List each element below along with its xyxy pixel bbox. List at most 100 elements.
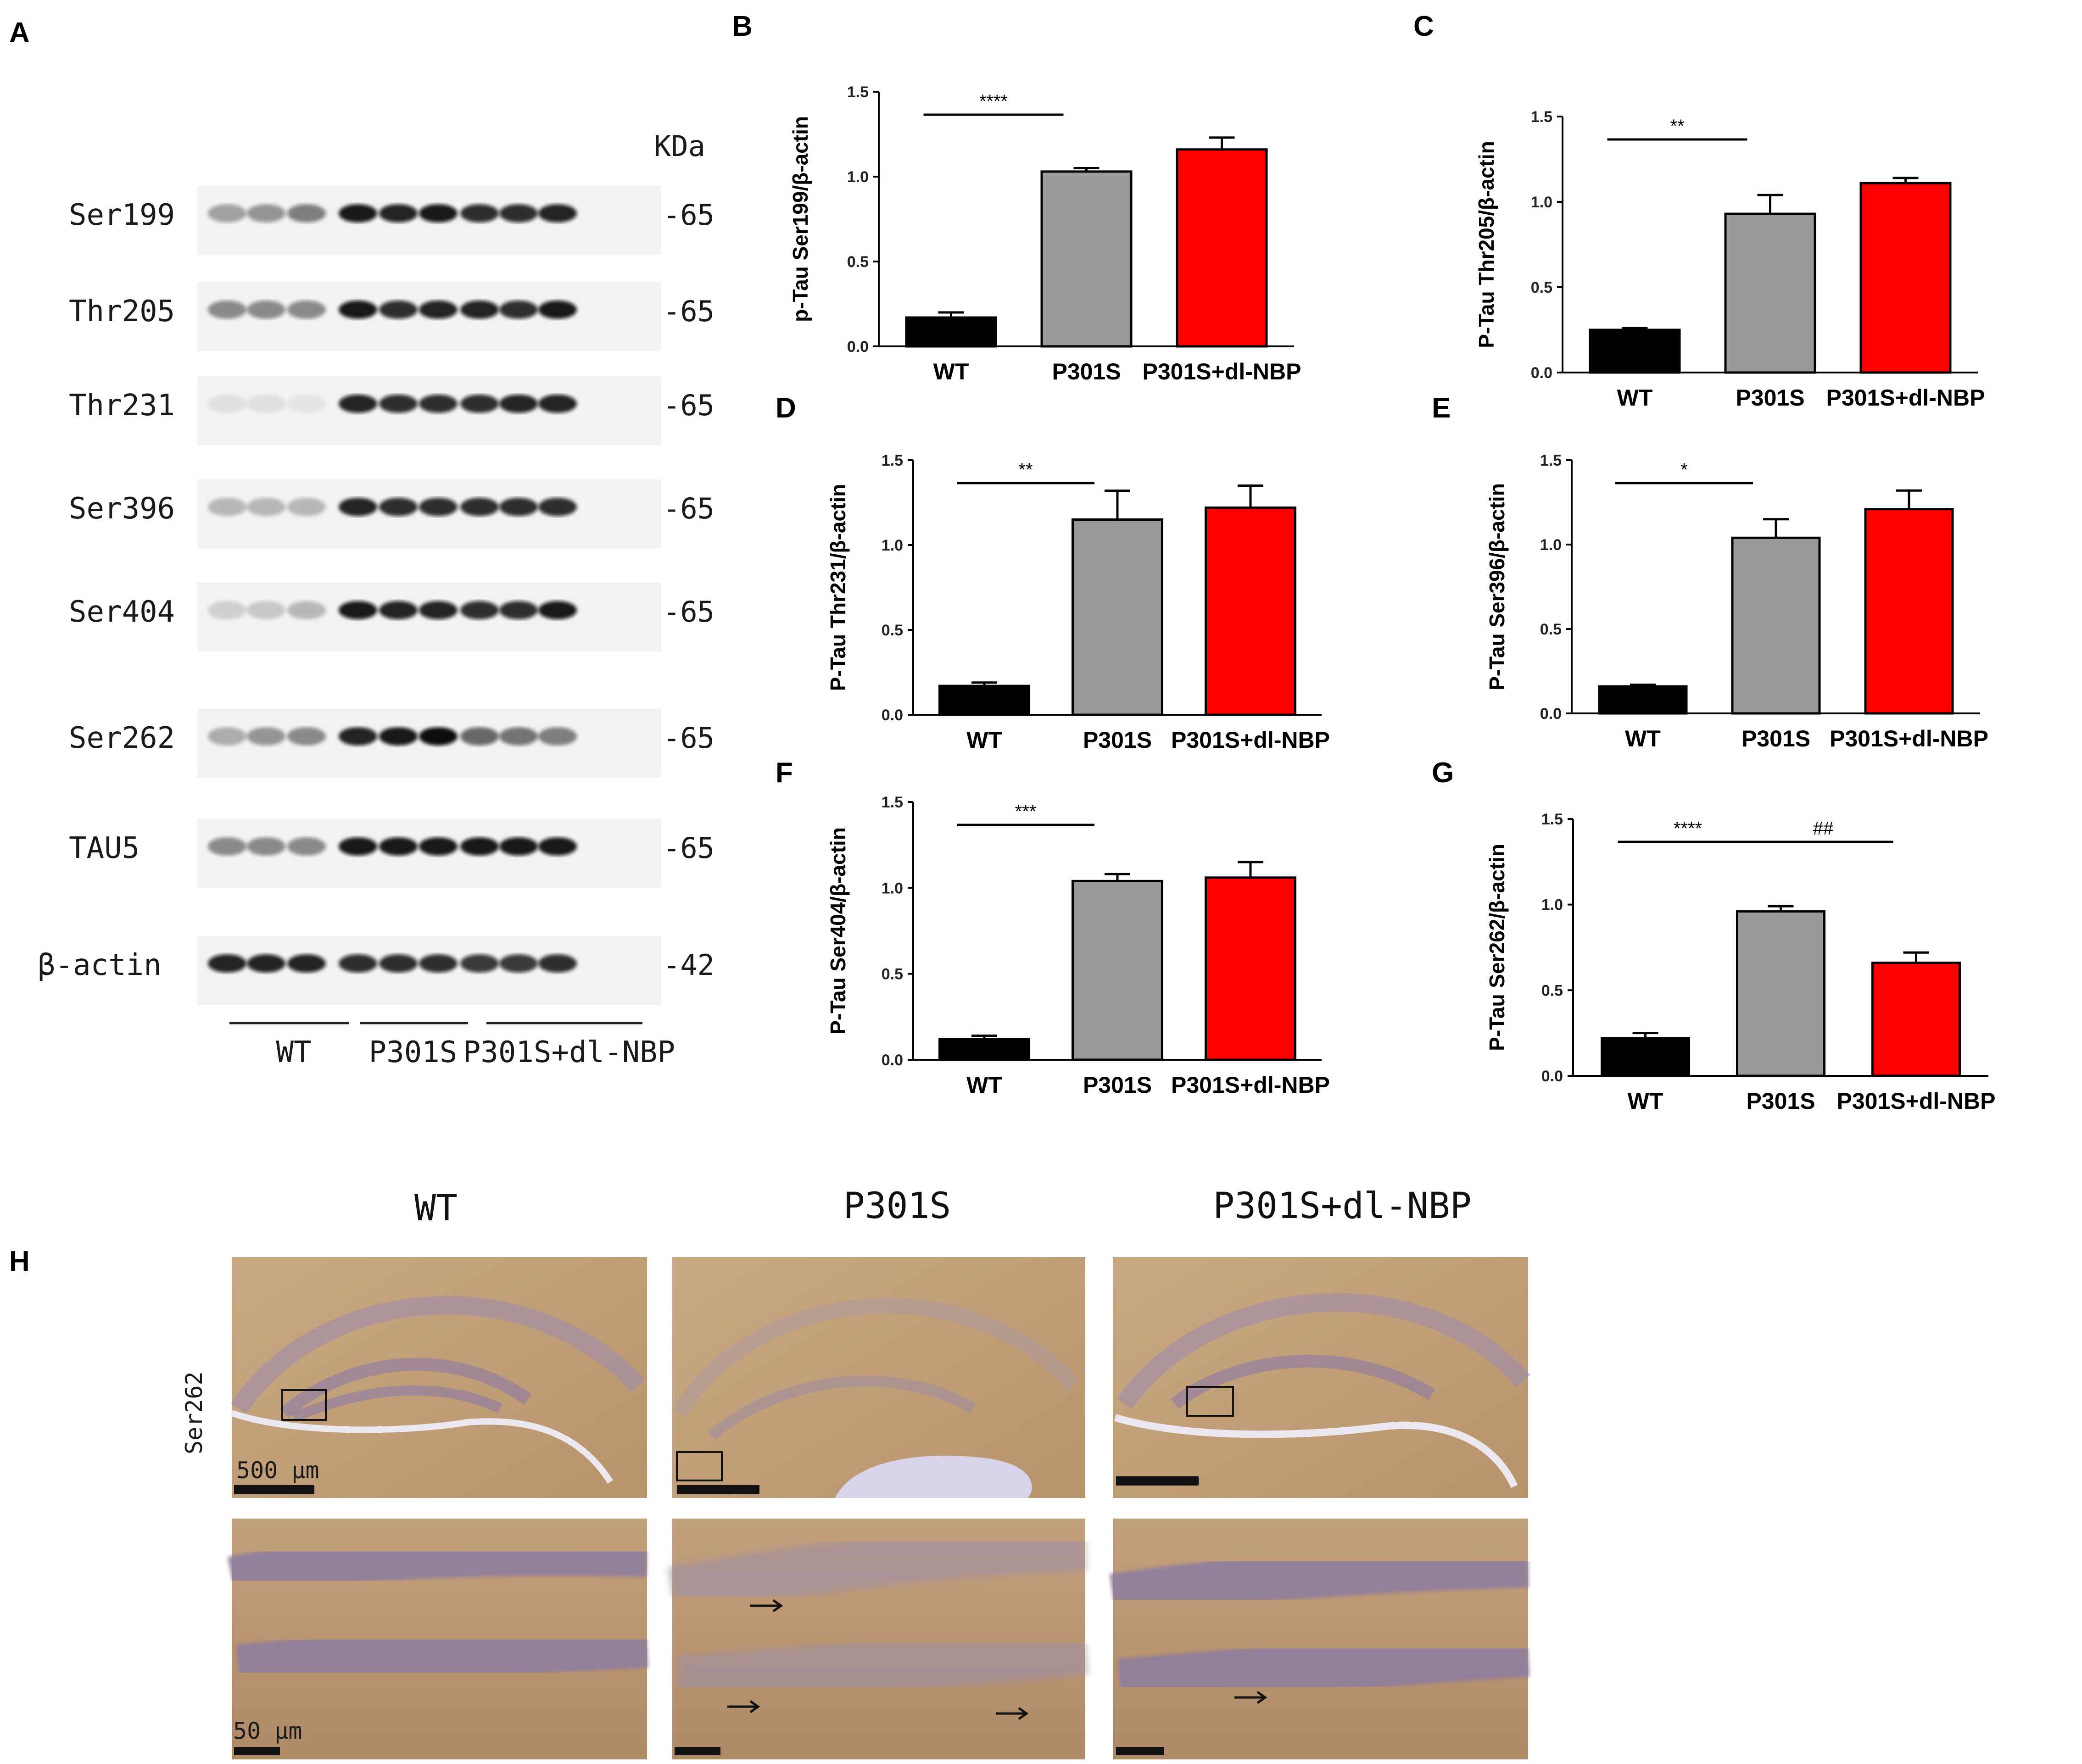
bar <box>1040 170 1133 348</box>
blot-band <box>208 601 246 619</box>
blot-band <box>499 498 538 516</box>
panel-letter-g: G <box>1432 757 1454 789</box>
blot-mw-label: -65 <box>663 198 714 232</box>
y-tick-label: 1.0 <box>1531 194 1552 211</box>
blot-row-label: TAU5 <box>69 831 140 865</box>
blot-band <box>287 601 326 619</box>
blot-row-tau5: TAU5 -65 <box>69 819 714 888</box>
category-label: WT <box>966 1072 1002 1098</box>
arrow-icon <box>727 1599 1029 1720</box>
blot-row-label: Ser199 <box>69 198 175 232</box>
scale-bar-low-wt <box>234 1485 314 1494</box>
bar <box>1864 508 1954 715</box>
blot-band <box>287 395 326 413</box>
blot-band <box>419 395 458 413</box>
panel-letter-d: D <box>776 392 796 424</box>
blot-band <box>499 300 538 319</box>
blot-row-label: Thr231 <box>69 389 175 423</box>
blot-band <box>419 498 458 516</box>
significance-label: **** <box>979 91 1008 111</box>
blot-band <box>419 837 458 856</box>
bar <box>1859 182 1952 374</box>
blot-band <box>460 395 499 413</box>
y-tick-label: 0.5 <box>882 622 903 639</box>
histology-row-label: Ser262 <box>181 1371 207 1454</box>
blot-group-label: WT <box>276 1035 311 1069</box>
blot-band <box>287 204 326 223</box>
blot-band <box>499 395 538 413</box>
y-tick-label: 0.5 <box>1531 279 1552 296</box>
blot-band <box>538 498 577 516</box>
blot-band <box>379 601 418 619</box>
blot-row-label: Ser396 <box>69 492 175 526</box>
blot-band <box>419 727 458 746</box>
category-label: P301S+dl-NBP <box>1171 727 1330 753</box>
y-tick-label: 0.0 <box>1531 364 1552 382</box>
bar <box>938 1038 1030 1061</box>
panel-letter-f: F <box>776 757 793 789</box>
histology-title-p301s: P301S <box>843 1185 951 1227</box>
significance-label: ** <box>1670 116 1684 136</box>
blot-band <box>208 954 246 973</box>
chart-f: 0.0 0.5 1.0 1.5 P-Tau Ser404/β-actin WT P301S P… <box>826 794 1330 1098</box>
panel-letter-e: E <box>1432 392 1451 424</box>
chart-d: 0.0 0.5 1.0 1.5 P-Tau Thr231/β-actin WT P301S P… <box>826 452 1330 753</box>
blot-band <box>419 954 458 973</box>
blot-row-label: Ser262 <box>69 721 175 755</box>
blot-band <box>339 954 377 973</box>
histology-title-wt: WT <box>414 1188 458 1229</box>
panel-letter-h: H <box>9 1246 30 1277</box>
y-axis-label: p-Tau Ser199/β-actin <box>788 116 812 322</box>
category-label: P301S+dl-NBP <box>1826 385 1985 411</box>
blot-mw-label: -65 <box>663 389 714 422</box>
bar <box>1205 876 1296 1061</box>
chart-e: 0.0 0.5 1.0 1.5 P-Tau Ser396/β-actin WT P301S P… <box>1485 452 1988 751</box>
blot-band <box>460 300 499 319</box>
category-label: WT <box>1617 385 1653 411</box>
blot-band <box>247 204 285 223</box>
blot-band <box>379 837 418 856</box>
scale-bar-label-high: 50 μm <box>233 1718 302 1744</box>
blot-band <box>287 954 326 973</box>
significance-label: *** <box>1015 801 1037 822</box>
category-label: P301S <box>1052 359 1121 384</box>
category-label: P301S+dl-NBP <box>1837 1088 1996 1114</box>
blot-band <box>499 837 538 856</box>
blot-band <box>339 300 377 319</box>
blot-mw-label: -65 <box>663 492 714 525</box>
blot-band <box>208 300 246 319</box>
bar <box>1598 685 1688 715</box>
blot-band <box>538 601 577 619</box>
category-label: WT <box>966 727 1002 753</box>
bar <box>1589 328 1681 374</box>
blot-band <box>339 601 377 619</box>
blot-mw-label: -65 <box>663 295 714 328</box>
scale-bar-low-nbp <box>1116 1476 1199 1486</box>
histology-title-p301s-nbp: P301S+dl-NBP <box>1213 1185 1472 1227</box>
category-label: P301S+dl-NBP <box>1171 1072 1330 1098</box>
blot-band <box>538 204 577 223</box>
y-tick-label: 1.0 <box>1540 536 1562 554</box>
blot-band <box>339 204 377 223</box>
scale-bar-label-low: 500 μm <box>236 1457 319 1484</box>
blot-band <box>499 727 538 746</box>
y-tick-label: 0.5 <box>847 253 869 271</box>
category-label: P301S <box>1736 385 1804 411</box>
blot-band <box>208 498 246 516</box>
category-label: WT <box>1628 1088 1663 1114</box>
y-tick-label: 1.5 <box>1531 108 1552 126</box>
blot-band <box>538 727 577 746</box>
histology-image-p301s-nbp-low <box>1113 1257 1530 1498</box>
histology-image-p301s-high <box>668 1519 1088 1759</box>
bar <box>1072 879 1163 1061</box>
bar <box>1176 148 1268 348</box>
blot-band <box>499 954 538 973</box>
bar <box>1736 910 1825 1077</box>
blot-band <box>339 395 377 413</box>
blot-row-label: β-actin <box>38 948 162 982</box>
blot-band <box>379 300 418 319</box>
blot-row-ser262: Ser262 -65 <box>69 709 714 778</box>
blot-band <box>460 601 499 619</box>
